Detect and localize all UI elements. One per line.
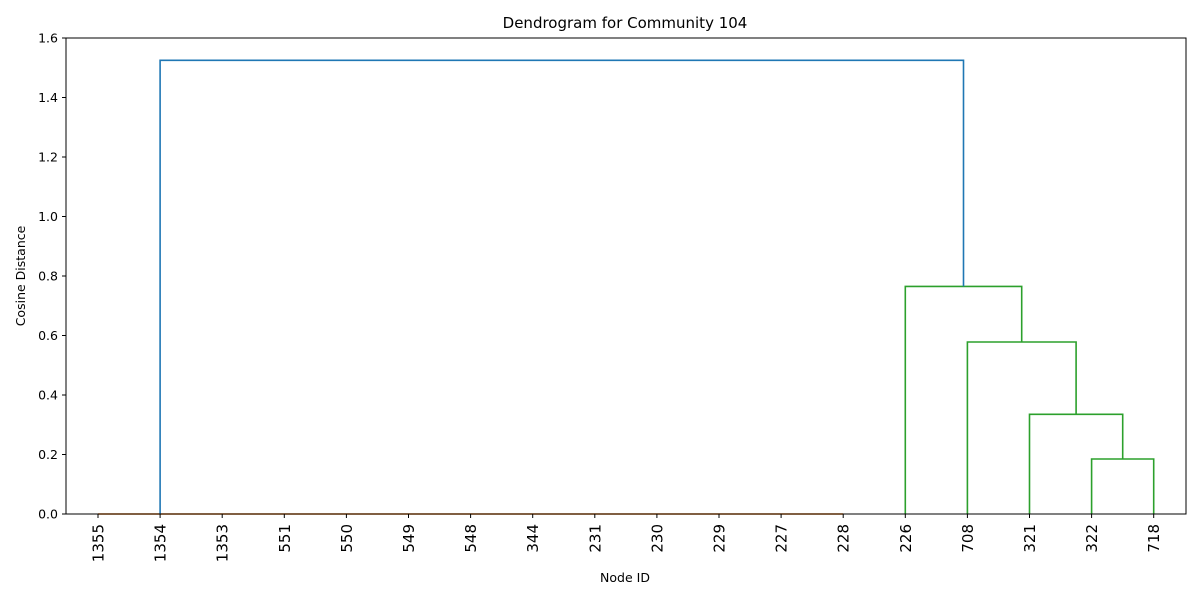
leaf-label: 549 — [400, 524, 418, 553]
y-axis-label: Cosine Distance — [13, 225, 28, 326]
link-root — [159, 59, 965, 514]
leaf-label: 321 — [1021, 524, 1039, 553]
leaf-label: 226 — [897, 524, 915, 553]
leaf-label: 229 — [711, 524, 729, 553]
leaf-label: 230 — [648, 524, 666, 553]
leaf-label: 227 — [773, 524, 791, 553]
leaf-label: 718 — [1145, 524, 1163, 553]
leaf-label: 231 — [586, 524, 604, 553]
leaf-label: 551 — [276, 524, 294, 553]
y-tick-label: 0.4 — [38, 388, 58, 403]
leaf-label: 322 — [1083, 524, 1101, 553]
leaf-label: 550 — [338, 524, 356, 553]
y-tick-label: 0.8 — [38, 269, 58, 284]
leaf-label: 1353 — [214, 524, 232, 562]
leaf-label: 344 — [524, 524, 542, 553]
x-axis: 1355 1354 1353 551 550 549 548 344 231 230 229 227 2… — [90, 514, 1163, 562]
y-tick-label: 0.0 — [38, 507, 58, 522]
leaf-label: 1355 — [90, 524, 108, 562]
leaf-label: 548 — [462, 524, 480, 553]
y-tick-label: 1.4 — [38, 90, 58, 105]
y-tick-label: 1.2 — [38, 150, 58, 165]
y-tick-label: 0.6 — [38, 328, 58, 343]
leaf-label: 1354 — [152, 524, 170, 562]
chart-title: Dendrogram for Community 104 — [503, 14, 748, 32]
y-tick-label: 1.0 — [38, 209, 58, 224]
y-tick-label: 0.2 — [38, 447, 58, 462]
y-tick-label: 1.6 — [38, 31, 58, 46]
leaf-label: 228 — [835, 524, 853, 553]
x-axis-label: Node ID — [600, 570, 650, 585]
y-axis: 0.0 0.2 0.4 0.6 0.8 1.0 1.2 1.4 1.6 — [38, 31, 66, 522]
leaf-label: 708 — [959, 524, 977, 553]
